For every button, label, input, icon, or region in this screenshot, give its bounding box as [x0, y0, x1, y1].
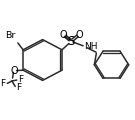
Text: O: O [60, 30, 67, 40]
Text: F: F [18, 75, 24, 84]
Text: O: O [11, 66, 18, 76]
Text: F: F [1, 79, 6, 89]
Text: NH: NH [85, 42, 98, 51]
Text: S: S [68, 35, 75, 48]
Text: O: O [75, 30, 83, 40]
Text: F: F [16, 83, 22, 92]
Text: Br: Br [5, 31, 15, 40]
